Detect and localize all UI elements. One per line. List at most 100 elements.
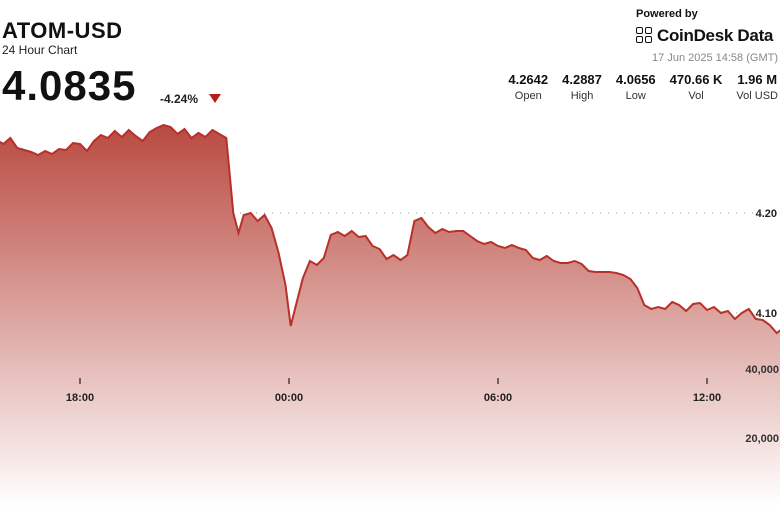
volume-bar [122, 501, 127, 507]
chart-subtitle: 24 Hour Chart [2, 43, 78, 57]
volume-bar [614, 503, 619, 507]
title-block: ATOM-USD 24 Hour Chart [2, 18, 123, 57]
volume-bar [629, 503, 634, 507]
volume-bar [507, 502, 512, 507]
stat-label: High [570, 90, 594, 102]
volume-bar [473, 503, 478, 507]
volume-bar [327, 501, 331, 507]
volume-bar [746, 503, 751, 507]
price-area [0, 125, 780, 507]
volume-bar [741, 498, 746, 507]
volume-bar [600, 502, 604, 507]
volume-bar [244, 489, 248, 507]
volume-bar [366, 501, 370, 507]
stat-label: Open [514, 90, 542, 102]
coindesk-logo-icon [636, 27, 654, 45]
volume-bar [156, 503, 161, 507]
volume-bar [185, 502, 190, 507]
volume-bar [278, 468, 283, 507]
volume-bar [531, 494, 536, 507]
volume-bar [5, 493, 10, 507]
volume-bar [551, 502, 556, 507]
volume-bar [726, 503, 731, 507]
powered-by-label: Powered by [636, 8, 698, 20]
volume-bar [697, 499, 702, 507]
volume-bar [356, 501, 361, 507]
brand-name: CoinDesk Data [657, 26, 774, 45]
volume-bar [15, 499, 19, 507]
volume-bar [619, 502, 624, 507]
volume-bar [717, 500, 721, 507]
volume-bar [585, 501, 590, 507]
volume-bar [283, 489, 287, 507]
x-tick-label: 12:00 [693, 392, 721, 404]
stat-value: 4.2642 [508, 72, 549, 87]
stats-panel: 4.2642 Open 4.2887 High 4.0656 Low 470.6… [494, 72, 778, 104]
volume-bar [293, 496, 297, 507]
volume-bar [322, 502, 326, 507]
volume-bar [224, 492, 229, 507]
volume-bar [0, 500, 5, 507]
volume-bar [561, 494, 565, 507]
volume-bar [522, 503, 526, 507]
volume-bar [137, 499, 141, 507]
volume-bar [288, 490, 292, 507]
volume-bar [171, 503, 175, 507]
volume-tick-label: 40,000 [745, 364, 779, 376]
volume-bar [595, 503, 599, 507]
current-price: 4.0835 [2, 62, 137, 109]
volume-bar [132, 494, 136, 507]
volume-bar [424, 503, 429, 507]
stat-label: Vol USD [736, 90, 778, 102]
volume-bar [371, 500, 375, 507]
volume-bar [609, 501, 614, 507]
volume-bar [756, 499, 760, 507]
volume-bar [351, 502, 356, 507]
x-tick-label: 18:00 [66, 392, 94, 404]
volume-bar [527, 501, 531, 507]
volume-bar [546, 503, 551, 507]
volume-bar [712, 500, 716, 507]
volume-bar [653, 501, 658, 507]
volume-bar [765, 502, 770, 507]
volume-bar [405, 501, 409, 507]
volume-bar [497, 503, 502, 507]
volume-bar [102, 501, 107, 507]
volume-bar [176, 503, 180, 507]
volume-bar [254, 498, 258, 507]
volume-bar [580, 500, 585, 507]
ticker-symbol: ATOM-USD [2, 18, 123, 43]
volume-bar [702, 502, 707, 507]
volume-bar [297, 498, 302, 507]
volume-bar [146, 500, 151, 507]
volume-bar [73, 499, 78, 507]
x-tick-label: 06:00 [484, 392, 512, 404]
volume-bar [634, 500, 638, 507]
volume-bar [332, 502, 336, 507]
stat-value: 4.0656 [615, 72, 656, 87]
volume-bar [10, 501, 14, 507]
volume-bar [678, 452, 682, 507]
volume-bar [429, 501, 434, 507]
volume-bar [478, 503, 482, 507]
volume-bar [346, 502, 351, 507]
stat-vol: 470.66 K Vol [670, 72, 723, 104]
brand-logo: CoinDesk Data [636, 26, 773, 46]
volume-bar [439, 503, 443, 507]
volume-bar [273, 488, 278, 507]
volume-bar [644, 501, 648, 507]
volume-bar [83, 494, 88, 507]
volume-bar [395, 501, 400, 507]
volume-bar [751, 501, 755, 507]
volume-bar [375, 501, 380, 507]
volume-bar [605, 503, 609, 507]
price-tick-label: 4.10 [756, 308, 777, 320]
volume-bar [648, 464, 653, 507]
volume-bar [731, 503, 736, 507]
volume-bar [536, 501, 541, 507]
stat-label: Low [625, 90, 646, 102]
volume-bar [770, 500, 775, 507]
volume-bar [200, 499, 205, 507]
volume-bar [453, 502, 458, 507]
volume-bar [673, 503, 677, 507]
